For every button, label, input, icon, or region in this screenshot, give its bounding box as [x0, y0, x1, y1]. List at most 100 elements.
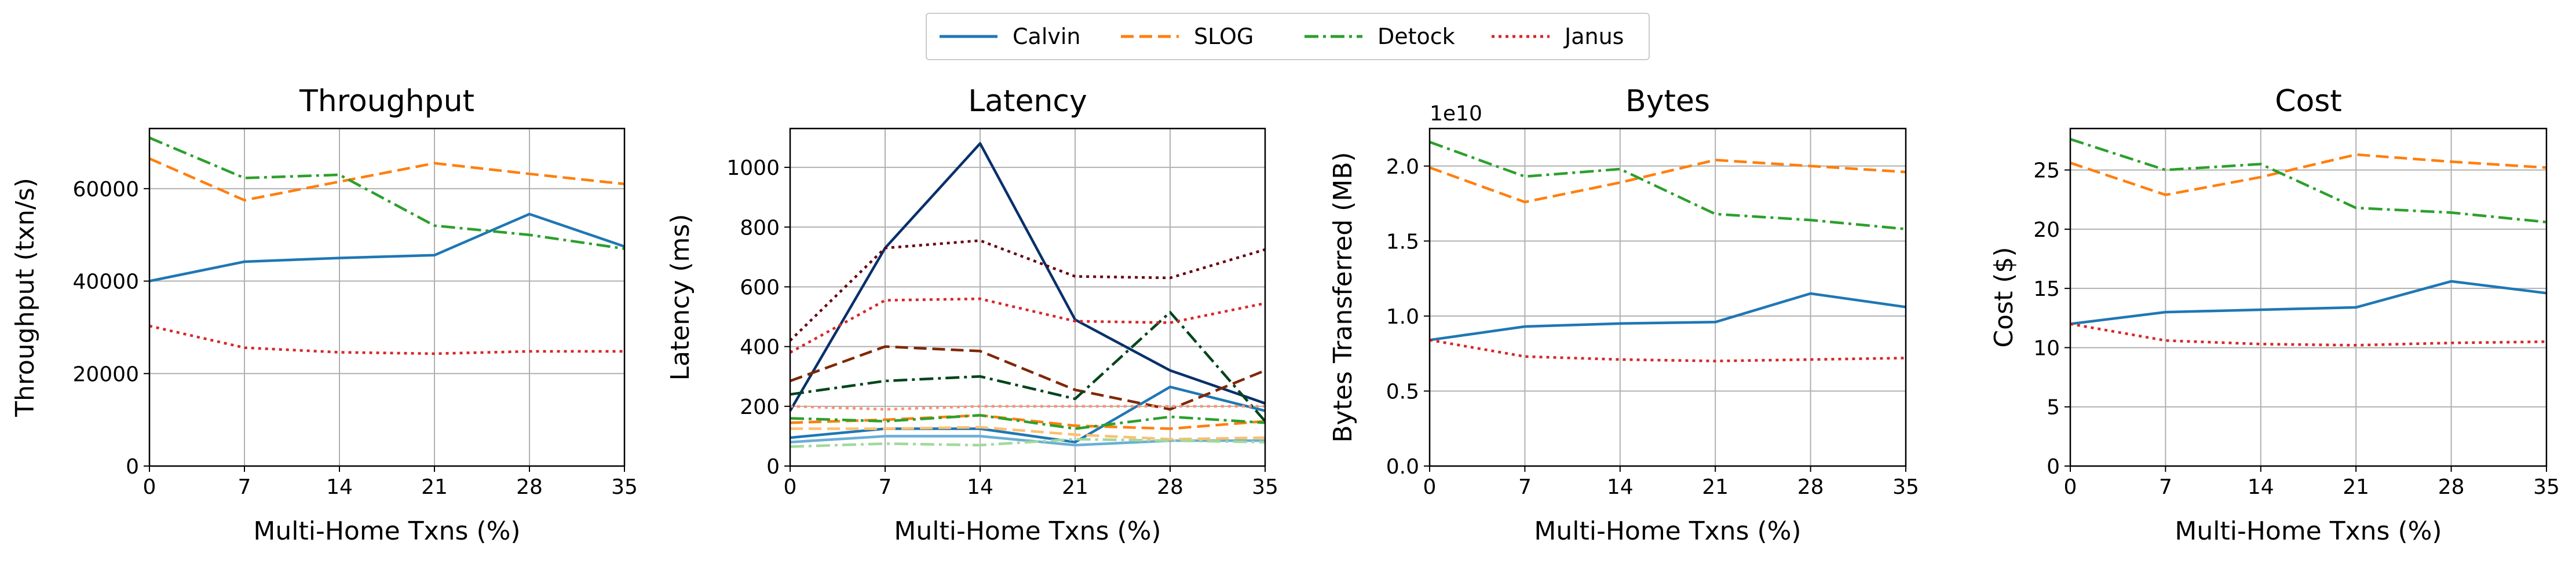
series-line-11: [789, 297, 1266, 354]
x-tick-label: 35: [2533, 475, 2560, 499]
y-tick-label: 1.0: [1386, 305, 1419, 329]
y-tick-label: 10: [2033, 336, 2060, 360]
x-tick-label: 14: [326, 475, 353, 499]
x-tick-label: 0: [143, 475, 156, 499]
x-tick-label: 0: [784, 475, 797, 499]
series-line-janus: [1429, 339, 1906, 362]
x-tick-label: 35: [1252, 475, 1278, 499]
x-tick-label: 28: [1797, 475, 1824, 499]
y-axis-offset-label: 1e10: [1430, 102, 1482, 126]
legend-label-slog: SLOG: [1194, 24, 1254, 49]
x-tick-label: 21: [1702, 475, 1729, 499]
x-tick-label: 28: [1157, 475, 1183, 499]
y-tick-label: 15: [2033, 277, 2060, 301]
plot-frame: [1428, 127, 1907, 467]
chart-latency: 0 7 14 21 28 35 0 200 400 600 800 1000 Latency Multi-…: [666, 84, 1278, 546]
y-tick-label: 1.5: [1386, 230, 1419, 254]
legend-label-calvin: Calvin: [1013, 24, 1081, 49]
legend-swatch-slog: [1121, 35, 1179, 38]
plot-frame: [2069, 127, 2548, 467]
y-axis-label: Throughput (txn/s): [10, 178, 40, 417]
legend-item-detock: Detock: [1305, 14, 1455, 59]
series-line-slog: [1429, 159, 1906, 204]
x-tick-label: 7: [2159, 475, 2172, 499]
x-tick-label: 7: [879, 475, 892, 499]
x-tick-label: 21: [2343, 475, 2369, 499]
x-tick-label: 35: [611, 475, 638, 499]
series-line-calvin: [2070, 280, 2547, 325]
series-line-6: [790, 426, 1266, 441]
legend-item-calvin: Calvin: [940, 14, 1081, 59]
chart-throughput: 0 7 14 21 28 35 0 20000 40000 60000 Throughput Mult…: [10, 84, 638, 546]
chart-title: Cost: [2275, 84, 2342, 119]
x-axis-label: Multi-Home Txns (%): [1534, 516, 1801, 546]
series-line-8: [790, 414, 1266, 430]
y-tick-label: 20000: [72, 362, 139, 386]
x-tick-label: 7: [238, 475, 251, 499]
legend-item-janus: Janus: [1492, 14, 1624, 59]
y-tick-label: 400: [740, 336, 780, 360]
y-tick-label: 2.0: [1386, 155, 1419, 179]
x-tick-label: 14: [967, 475, 993, 499]
y-tick-label: 60000: [72, 178, 139, 201]
series-line-detock: [149, 136, 625, 250]
x-tick-label: 21: [1062, 475, 1088, 499]
y-tick-label: 0: [126, 455, 139, 479]
y-tick-label: 40000: [72, 270, 139, 294]
series-line-2: [790, 386, 1266, 443]
x-axis-label: Multi-Home Txns (%): [253, 516, 520, 546]
chart-title: Throughput: [299, 84, 474, 119]
x-tick-label: 0: [1423, 475, 1437, 499]
series-line-slog: [2070, 153, 2547, 196]
chart-bytes: 0 7 14 21 28 35 0.0 0.5 1.0 1.5 2.0 Bytes Multi-Home…: [1328, 84, 1919, 546]
legend-item-slog: SLOG: [1121, 14, 1254, 59]
x-axis-label: Multi-Home Txns (%): [894, 516, 1161, 546]
x-axis-label: Multi-Home Txns (%): [2175, 516, 2442, 546]
legend-swatch-calvin: [940, 35, 997, 38]
y-tick-label: 800: [740, 216, 780, 240]
series-line-detock: [1429, 141, 1906, 230]
x-tick-label: 14: [2248, 475, 2274, 499]
x-tick-label: 28: [516, 475, 543, 499]
series-line-calvin: [1429, 292, 1906, 342]
chart-cost: 0 7 14 21 28 35 0 5 10 15 20 25 Cost Multi-Home Txns …: [1989, 84, 2560, 546]
series-line-slog: [149, 157, 625, 202]
y-tick-label: 20: [2033, 218, 2060, 242]
y-tick-label: 5: [2047, 396, 2060, 420]
series-line-calvin: [149, 212, 625, 283]
y-tick-label: 1000: [726, 156, 780, 180]
x-tick-label: 21: [421, 475, 448, 499]
plot-frame: [789, 127, 1266, 467]
series-line-12: [790, 405, 1265, 411]
y-tick-label: 0.5: [1386, 380, 1419, 404]
x-tick-label: 7: [1518, 475, 1532, 499]
x-tick-label: 14: [1607, 475, 1634, 499]
legend: Calvin SLOG Detock Janus: [926, 13, 1650, 60]
y-axis-label: Cost ($): [1989, 247, 2019, 347]
y-axis-label: Latency (ms): [666, 214, 695, 380]
x-tick-label: 0: [2064, 475, 2077, 499]
series-line-detock: [2070, 138, 2547, 223]
x-tick-label: 28: [2438, 475, 2465, 499]
y-tick-label: 0.0: [1386, 455, 1419, 479]
y-tick-label: 0: [2047, 455, 2060, 479]
series-line-1: [789, 142, 1266, 412]
y-tick-label: 200: [740, 395, 780, 419]
chart-title: Bytes: [1625, 84, 1710, 119]
legend-swatch-janus: [1492, 35, 1550, 38]
x-tick-label: 35: [1892, 475, 1919, 499]
series-line-9: [790, 438, 1266, 448]
legend-swatch-detock: [1305, 35, 1362, 38]
series-line-7: [790, 311, 1266, 423]
series-line-10: [789, 239, 1266, 342]
legend-label-detock: Detock: [1377, 24, 1455, 49]
y-tick-label: 25: [2033, 159, 2060, 183]
series-line-janus: [2070, 322, 2547, 347]
y-axis-label: Bytes Transferred (MB): [1328, 152, 1358, 442]
series-line-4: [790, 345, 1266, 411]
y-tick-label: 0: [766, 455, 780, 479]
chart-title: Latency: [968, 84, 1087, 119]
y-tick-label: 600: [740, 276, 780, 299]
legend-label-janus: Janus: [1565, 24, 1624, 49]
